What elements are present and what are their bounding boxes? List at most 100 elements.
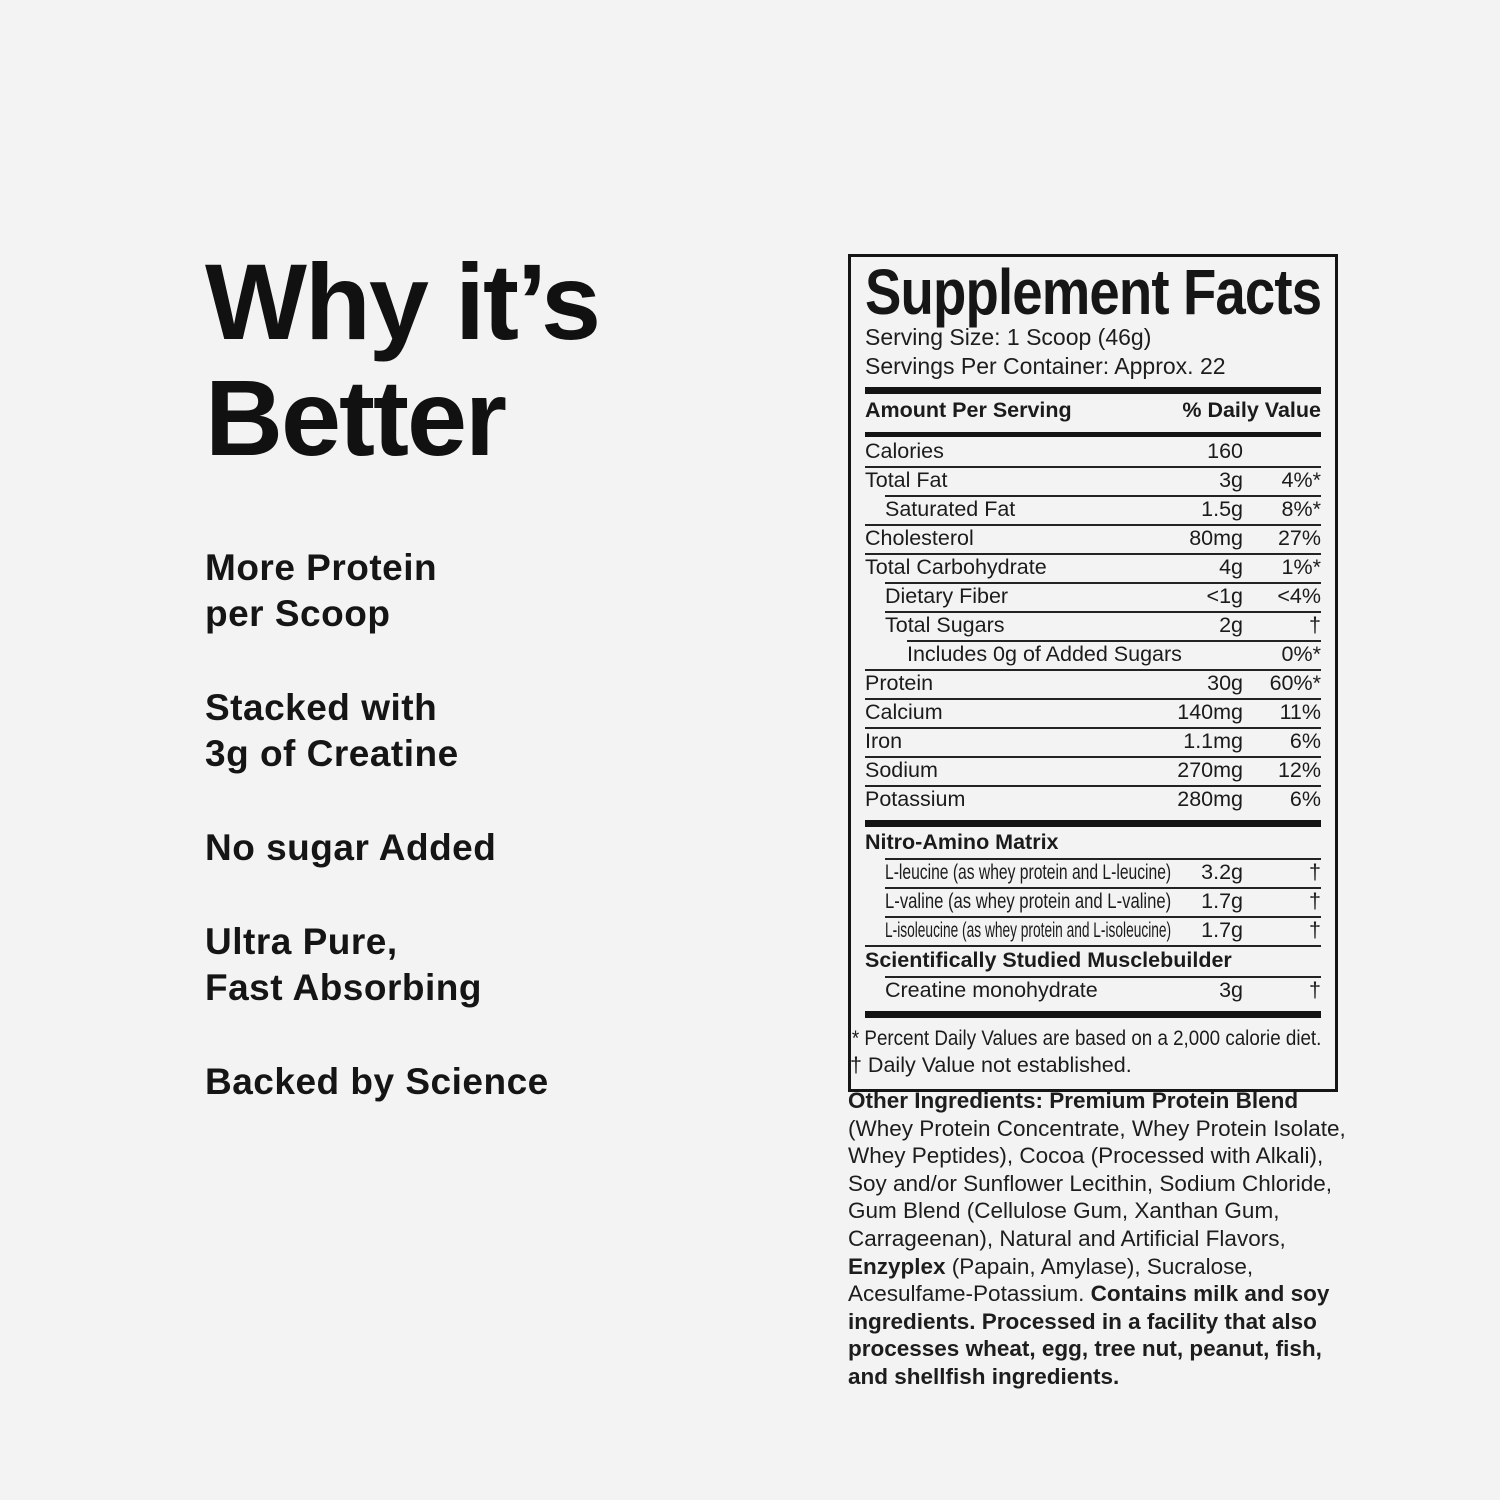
nutrient-amount: 3g: [1219, 468, 1243, 492]
other-ingredients-allergen-warning: Contains milk and soy ingredients. Proce…: [848, 1281, 1330, 1389]
nutrient-dv: 1%*: [1281, 555, 1321, 579]
nutrient-row-l-leucine: L-leucine (as whey protein and L-leucine…: [865, 858, 1321, 887]
nutrient-amount: 270mg: [1177, 758, 1243, 782]
benefit-no-sugar: No sugar Added: [205, 827, 497, 868]
nutrient-amount: 4g: [1219, 555, 1243, 579]
nutrient-dv: 11%: [1279, 700, 1321, 724]
benefit-ultra-pure: Ultra Pure, Fast Absorbing: [205, 921, 482, 1008]
nutrient-amount: 1.7g: [1201, 889, 1243, 913]
nutrient-amount: 30g: [1207, 671, 1243, 695]
nutrient-name: Dietary Fiber: [885, 584, 1009, 608]
nutrient-row-potassium: Potassium 280mg 6%: [865, 785, 1321, 814]
nutrient-amount: 1.1mg: [1183, 729, 1243, 753]
nutrient-name: Total Sugars: [885, 613, 1005, 637]
column-header-amount: Amount Per Serving: [865, 397, 1072, 422]
nutrient-amount: 3.2g: [1201, 860, 1243, 884]
nutrient-amount: 140mg: [1177, 700, 1243, 724]
nutrient-row-creatine-monohydrate: Creatine monohydrate 3g †: [865, 976, 1321, 1005]
serving-size: Serving Size: 1 Scoop (46g): [865, 324, 1152, 350]
nutrient-name: Cholesterol: [865, 526, 974, 550]
nutrient-dv: 60%*: [1269, 671, 1321, 695]
why-its-better-heading: Why it’s Better: [205, 241, 601, 478]
nutrient-name: Includes 0g of Added Sugars: [907, 642, 1182, 666]
nutrient-name: L-valine (as whey protein and L-valine): [885, 889, 1172, 913]
section-header-label: Nitro-Amino Matrix: [865, 830, 1059, 854]
nutrient-amount: 1.7g: [1201, 918, 1243, 942]
other-ingredients-paragraph: Other Ingredients: Premium Protein Blend…: [848, 1087, 1356, 1391]
section-header-musclebuilder: Scientifically Studied Musclebuilder: [865, 945, 1321, 976]
nutrient-amount: 1.5g: [1201, 497, 1243, 521]
servings-per-container: Servings Per Container: Approx. 22: [865, 353, 1226, 379]
nutrient-name: Total Fat: [865, 468, 948, 492]
column-header-row: Amount Per Serving % Daily Value: [865, 394, 1321, 426]
benefit-list: More Protein per Scoop Stacked with 3g o…: [205, 545, 685, 1153]
nutrient-row-total-sugars: Total Sugars 2g †: [865, 611, 1321, 640]
nutrient-amount: 3g: [1219, 978, 1243, 1002]
facts-title: Supplement Facts: [865, 256, 1322, 328]
nutrient-row-protein: Protein 30g 60%*: [865, 669, 1321, 698]
footnote-text: * Percent Daily Values are based on a 2,…: [851, 1026, 1322, 1050]
nutrient-row-total-carbohydrate: Total Carbohydrate 4g 1%*: [865, 553, 1321, 582]
nutrient-name: Calcium: [865, 700, 943, 724]
nutrient-dv: 27%: [1277, 526, 1321, 550]
nutrient-name: Sodium: [865, 758, 938, 782]
footnote-dagger: † Daily Value not established.: [850, 1052, 1321, 1079]
nutrient-name: Potassium: [865, 787, 966, 811]
nutrient-amount: 280mg: [1177, 787, 1243, 811]
benefit-more-protein: More Protein per Scoop: [205, 547, 438, 634]
nutrient-row-dietary-fiber: Dietary Fiber <1g <4%: [865, 582, 1321, 611]
nutrient-row-total-fat: Total Fat 3g 4%*: [865, 466, 1321, 495]
nutrient-name: Total Carbohydrate: [865, 555, 1047, 579]
nutrient-amount: 2g: [1219, 613, 1243, 637]
nutrient-name: Creatine monohydrate: [885, 978, 1098, 1002]
nutrient-row-l-isoleucine: L-isoleucine (as whey protein and L-isol…: [865, 916, 1321, 945]
other-ingredients-lead: Other Ingredients: Premium Protein Blend: [848, 1088, 1299, 1113]
nutrient-amount: <1g: [1206, 584, 1243, 608]
nutrient-row-added-sugars: Includes 0g of Added Sugars 0%*: [865, 640, 1321, 669]
nutrient-dv: †: [1309, 889, 1321, 913]
nutrient-row-saturated-fat: Saturated Fat 1.5g 8%*: [865, 495, 1321, 524]
other-ingredients-body: (Whey Protein Concentrate, Whey Protein …: [848, 1115, 1346, 1251]
nutrient-row-calories: Calories 160: [865, 437, 1321, 466]
column-header-dv: % Daily Value: [1182, 397, 1321, 422]
divider-bar: [865, 1011, 1321, 1018]
nutrient-dv: 6%: [1289, 787, 1321, 811]
benefit-creatine: Stacked with 3g of Creatine: [205, 687, 459, 774]
nutrient-row-cholesterol: Cholesterol 80mg 27%: [865, 524, 1321, 553]
nutrient-dv: 4%*: [1281, 468, 1321, 492]
benefit-backed-by-science: Backed by Science: [205, 1061, 549, 1102]
nutrient-name: L-isoleucine (as whey protein and L-isol…: [885, 918, 1172, 942]
nutrient-name: L-leucine (as whey protein and L-leucine…: [885, 860, 1172, 884]
nutrient-dv: †: [1309, 978, 1321, 1002]
other-ingredients-body-2: (Papain, Amylase), Sucralose, Acesulfame…: [848, 1253, 1254, 1307]
other-ingredients-enzyplex: Enzyplex: [848, 1253, 946, 1279]
section-header-label: Scientifically Studied Musclebuilder: [865, 948, 1232, 972]
nutrient-name: Calories: [865, 439, 944, 463]
nutrient-row-iron: Iron 1.1mg 6%: [865, 727, 1321, 756]
nutrient-dv: 6%: [1289, 729, 1321, 753]
footnote-text: † Daily Value not established.: [850, 1053, 1132, 1077]
supplement-facts-label: Supplement Facts Serving Size: 1 Scoop (…: [848, 254, 1338, 1092]
nutrient-dv: <4%: [1277, 584, 1321, 608]
nutrient-row-sodium: Sodium 270mg 12%: [865, 756, 1321, 785]
divider-bar: [865, 432, 1321, 437]
footnotes: * Percent Daily Values are based on a 2,…: [850, 1018, 1322, 1079]
nutrient-name: Protein: [865, 671, 934, 695]
divider-bar: [865, 820, 1321, 827]
nutrient-dv: †: [1309, 613, 1321, 637]
nutrient-name: Saturated Fat: [885, 497, 1016, 521]
nutrient-dv: 12%: [1277, 758, 1321, 782]
nutrient-name: Iron: [865, 729, 903, 753]
footnote-daily-values: * Percent Daily Values are based on a 2,…: [851, 1025, 1322, 1052]
nutrient-amount: 160: [1207, 439, 1243, 463]
nutrient-dv: 0%*: [1281, 642, 1321, 666]
nutrient-dv: †: [1309, 860, 1321, 884]
nutrient-amount: 80mg: [1189, 526, 1243, 550]
nutrient-dv: 8%*: [1281, 497, 1321, 521]
divider-bar: [865, 387, 1321, 394]
nutrient-row-calcium: Calcium 140mg 11%: [865, 698, 1321, 727]
section-header-nitro-amino-matrix: Nitro-Amino Matrix: [865, 827, 1321, 858]
nutrient-row-l-valine: L-valine (as whey protein and L-valine) …: [865, 887, 1321, 916]
nutrient-dv: †: [1309, 918, 1321, 942]
